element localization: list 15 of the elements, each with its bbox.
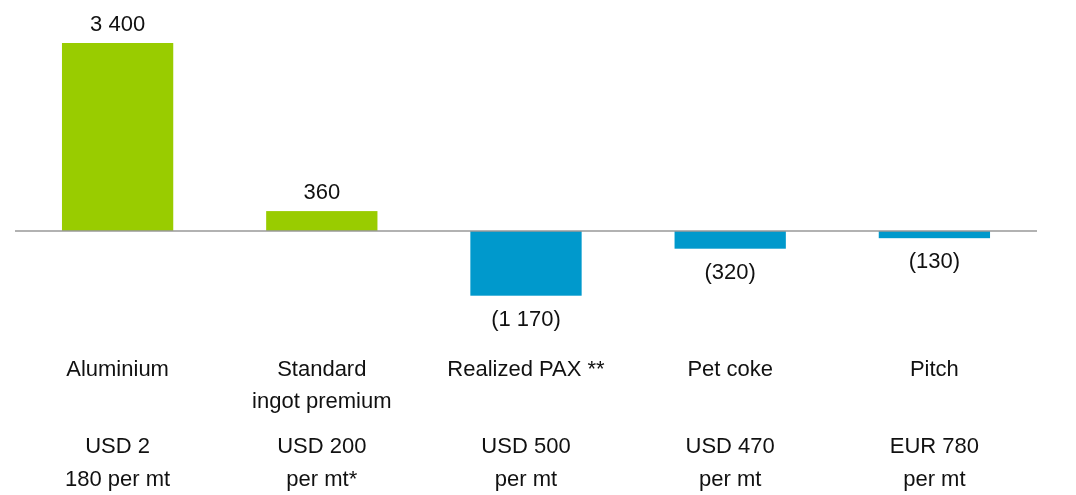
- x-tick-label: Standard ingot premium: [252, 356, 392, 413]
- x-tick-label: Realized PAX **: [447, 356, 606, 381]
- data-label: 3 400: [90, 11, 146, 36]
- text: EUR 780 per mt: [889, 433, 980, 491]
- text: USD 200 per mt*: [277, 433, 367, 491]
- text: USD 470 per mt: [685, 433, 775, 491]
- text: USD 2 180 per mt: [65, 433, 171, 491]
- x-tick-label: Pitch: [909, 356, 959, 381]
- data-label: 360: [303, 179, 341, 205]
- data-label: (320): [704, 258, 756, 284]
- text: USD 500 per mt: [481, 433, 571, 491]
- data-label: (1 170): [491, 305, 561, 331]
- x-tick-label: Pet coke: [687, 356, 773, 381]
- x-tick-label: Aluminium: [66, 356, 169, 381]
- data-label: (130): [908, 248, 961, 274]
